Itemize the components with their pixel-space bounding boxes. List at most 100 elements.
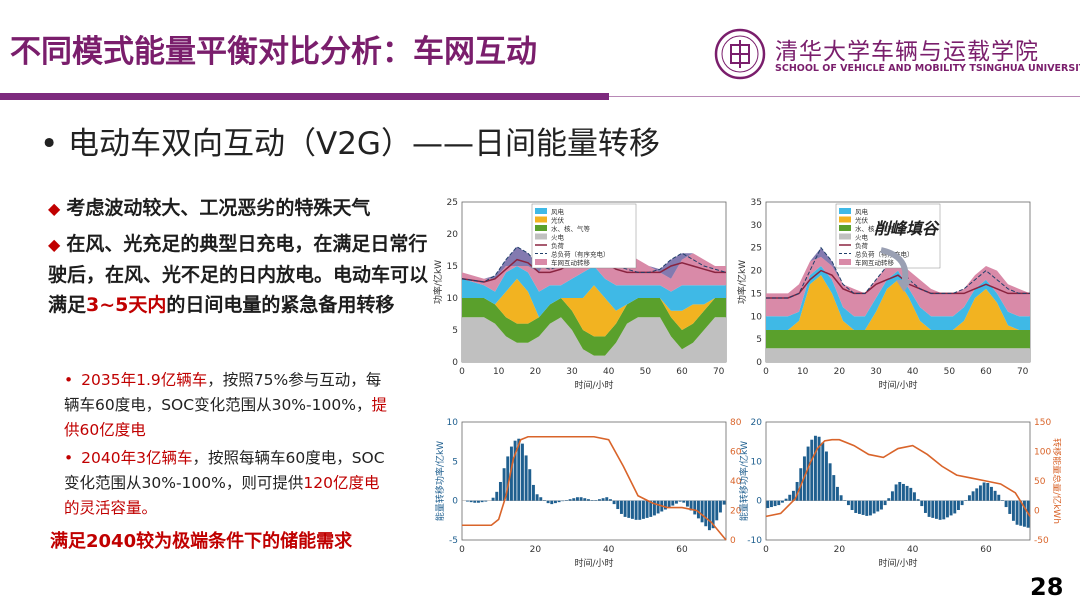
bar [674, 500, 678, 504]
area-车网互动转移 [462, 253, 726, 292]
bullet-charging: ◆ 在风、光充足的典型日充电，在满足日常行驶后，在风、光不足的日内放电。电动车可以… [48, 233, 429, 316]
bar [465, 500, 469, 502]
legend-box [835, 203, 941, 269]
area-车网互动转移 [766, 256, 1030, 317]
bar [502, 468, 506, 501]
bar [608, 499, 612, 501]
curved-arrow-icon [880, 247, 909, 285]
bar [810, 439, 814, 501]
bar [707, 500, 711, 531]
bar [960, 500, 964, 506]
legend-swatch [535, 259, 547, 265]
bar [978, 485, 982, 501]
y-tick-label: 5 [452, 457, 458, 467]
x-tick-label: 60 [980, 545, 992, 555]
bar [938, 500, 942, 520]
bar [780, 500, 784, 503]
bar [868, 500, 872, 516]
x-tick-label: 0 [763, 367, 769, 377]
y2-tick-label: 50 [1034, 477, 1046, 487]
area-火电 [462, 317, 726, 362]
legend-label: 负荷 [551, 241, 565, 250]
bar [850, 500, 854, 511]
bar [784, 498, 788, 501]
chart-transfer-power-1: -505100204060800204060时间/小时能量转移功率/亿kW转移能… [434, 418, 742, 569]
x-tick-label: 30 [870, 367, 882, 377]
bar [506, 456, 510, 501]
legend-swatch [535, 225, 547, 231]
area-火电 [766, 348, 1030, 362]
bar [828, 463, 832, 501]
area-光伏 [766, 275, 1030, 330]
bar [956, 500, 960, 511]
bar [498, 481, 502, 501]
x-tick-label: 70 [713, 367, 725, 377]
bar [898, 481, 902, 501]
bar [616, 500, 620, 510]
y-tick-label: 0 [756, 358, 762, 368]
bar [572, 498, 576, 501]
y2-tick-label: 0 [1034, 507, 1040, 517]
y-tick-label: 20 [751, 418, 763, 428]
y-tick-label: 30 [751, 221, 763, 231]
y-tick-label: -10 [747, 536, 762, 546]
y-tick-label: 35 [751, 198, 762, 208]
bar [469, 500, 473, 503]
bar [513, 440, 517, 501]
bar [553, 500, 557, 504]
bar [982, 482, 986, 501]
bar [791, 490, 795, 501]
bar [528, 469, 532, 501]
bar [846, 500, 850, 506]
series-line-总负荷 [461, 243, 727, 283]
x-tick-label: 20 [834, 545, 846, 555]
bar [861, 500, 865, 515]
chart-peak-shaving: 0 5 10 15 20 25 30 35 0 10 20 30 40 50 60 70 时间/小时 功率/亿kW… [736, 198, 1031, 391]
area-水、核、气等 [462, 298, 726, 356]
bar [473, 500, 477, 503]
y2-tick-label: 100 [1034, 448, 1051, 458]
bar [916, 499, 920, 501]
bar [1004, 500, 1008, 508]
legend-label: 火电 [855, 233, 869, 242]
bar [813, 435, 817, 501]
y-tick-label: 10 [447, 418, 459, 428]
bar [773, 500, 777, 507]
bar [568, 499, 572, 501]
bar [524, 455, 528, 501]
y-tick-label: 20 [751, 267, 763, 277]
diamond-bullet-icon: ◆ [48, 199, 61, 218]
bar [583, 498, 587, 501]
bar [693, 500, 697, 515]
y-axis-label: 功率/亿kW [432, 260, 444, 304]
bar [704, 500, 708, 527]
x-tick-label: 40 [603, 367, 615, 377]
sub-bullet-2035: • 2035年1.9亿辆车，按照75%参与互动，每辆车60度电，SOC变化范围从3… [64, 371, 387, 439]
bar [912, 492, 916, 501]
bar [894, 484, 898, 501]
bar [986, 482, 990, 501]
x-tick-label: 70 [1017, 367, 1029, 377]
bar [854, 500, 858, 513]
bar [484, 500, 488, 502]
bar [879, 500, 883, 510]
bar [656, 500, 660, 514]
bar [777, 500, 781, 506]
x-tick-label: 20 [530, 367, 542, 377]
page-number: 28 [1030, 573, 1064, 601]
legend-label: 光伏 [551, 216, 565, 225]
bar [476, 500, 480, 503]
x-tick-label: 40 [603, 545, 615, 555]
legend-swatch [535, 216, 547, 223]
x-tick-label: 50 [944, 367, 956, 377]
legend-label: 车网互动转移 [551, 258, 591, 267]
bar [649, 500, 653, 517]
bar [550, 500, 554, 505]
bar [517, 438, 521, 501]
bar [901, 483, 905, 501]
bar [586, 499, 590, 501]
bar [630, 500, 634, 519]
legend-label: 风电 [855, 207, 869, 216]
x-tick-label: 60 [676, 545, 688, 555]
